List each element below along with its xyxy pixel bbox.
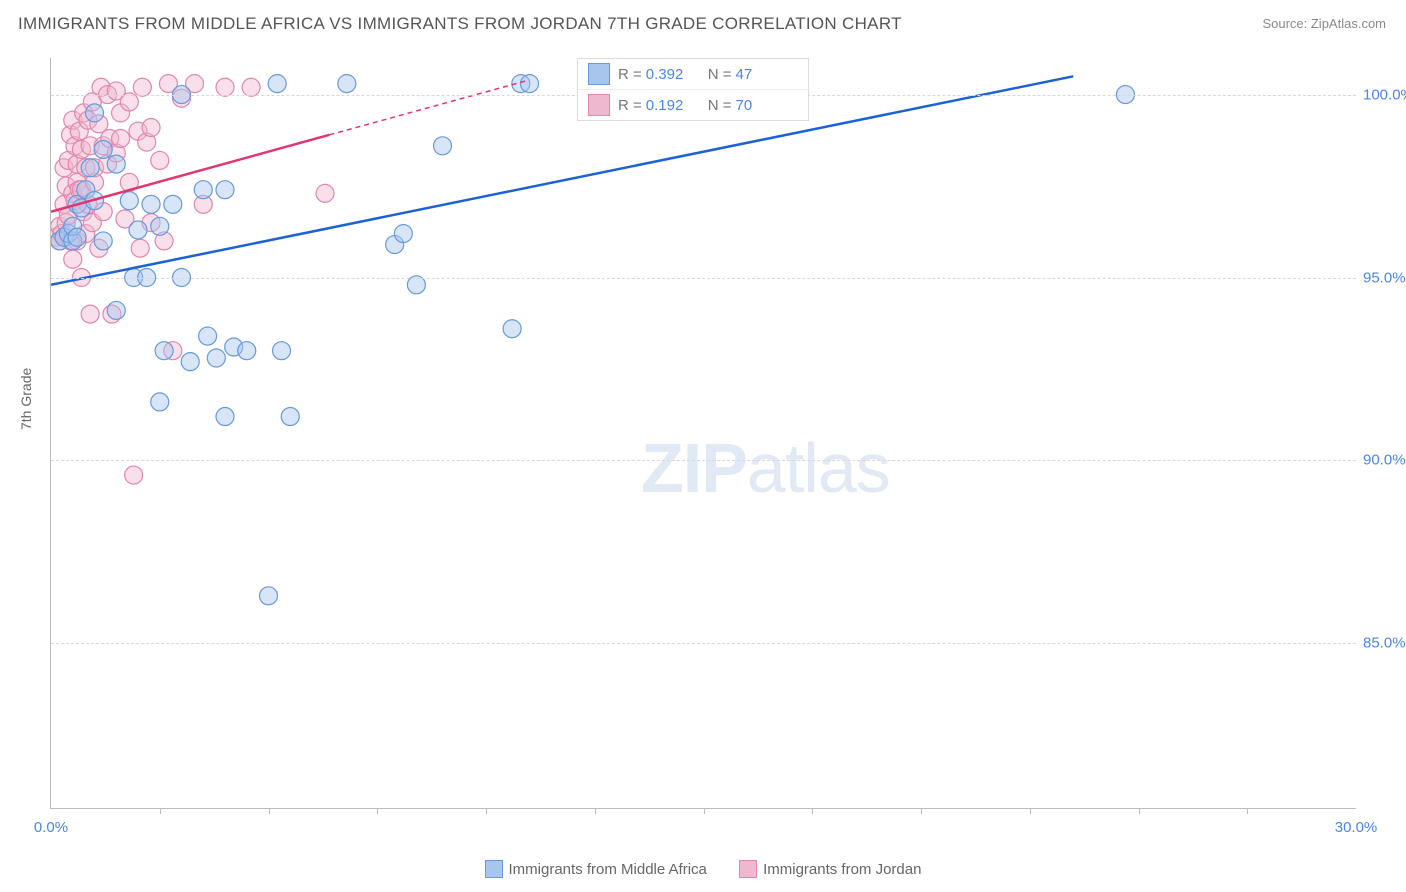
x-tick-label: 30.0% bbox=[1335, 819, 1378, 836]
r-value: 0.192 bbox=[646, 97, 694, 114]
y-tick-label: 95.0% bbox=[1363, 269, 1406, 286]
legend-row-blue: R = 0.392 N = 47 bbox=[578, 59, 808, 90]
correlation-legend: R = 0.392 N = 47 R = 0.192 N = 70 bbox=[577, 58, 809, 121]
legend-item-pink: Immigrants from Jordan bbox=[739, 860, 921, 878]
x-tick-label: 0.0% bbox=[34, 819, 68, 836]
r-label: R = bbox=[618, 97, 642, 114]
chart-title: IMMIGRANTS FROM MIDDLE AFRICA VS IMMIGRA… bbox=[18, 14, 902, 34]
y-tick-label: 85.0% bbox=[1363, 635, 1406, 652]
swatch-pink bbox=[739, 860, 757, 878]
legend-label: Immigrants from Middle Africa bbox=[509, 861, 707, 878]
scatter-plot bbox=[51, 58, 1356, 808]
swatch-blue bbox=[485, 860, 503, 878]
series-legend: Immigrants from Middle Africa Immigrants… bbox=[0, 860, 1406, 882]
plot-area: ZIPatlas 85.0%90.0%95.0%100.0%0.0%30.0% bbox=[50, 58, 1356, 809]
r-label: R = bbox=[618, 66, 642, 83]
y-tick-label: 90.0% bbox=[1363, 452, 1406, 469]
n-value: 47 bbox=[736, 66, 784, 83]
y-axis-label: 7th Grade bbox=[18, 368, 34, 430]
n-label: N = bbox=[708, 66, 732, 83]
legend-row-pink: R = 0.192 N = 70 bbox=[578, 90, 808, 120]
r-value: 0.392 bbox=[646, 66, 694, 83]
swatch-blue bbox=[588, 63, 610, 85]
n-label: N = bbox=[708, 97, 732, 114]
y-tick-label: 100.0% bbox=[1363, 86, 1406, 103]
swatch-pink bbox=[588, 94, 610, 116]
legend-label: Immigrants from Jordan bbox=[763, 861, 921, 878]
source-label: Source: ZipAtlas.com bbox=[1262, 16, 1386, 31]
n-value: 70 bbox=[736, 97, 784, 114]
legend-item-blue: Immigrants from Middle Africa bbox=[485, 860, 707, 878]
